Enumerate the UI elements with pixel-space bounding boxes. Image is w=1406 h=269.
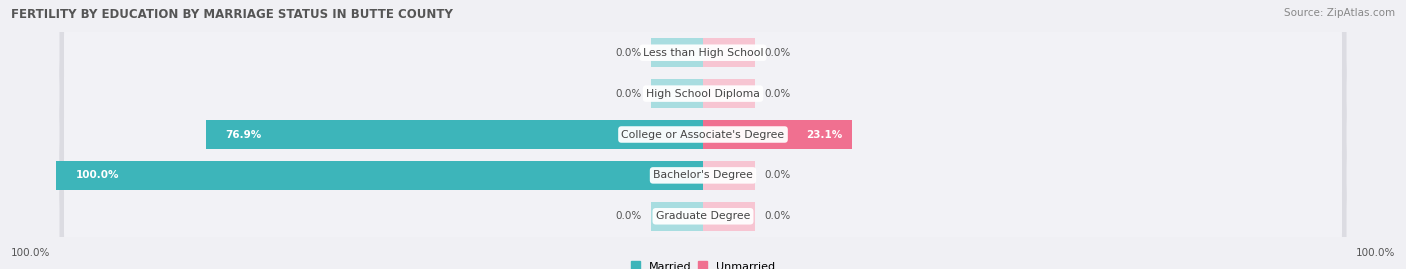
FancyBboxPatch shape bbox=[59, 136, 1347, 215]
Legend: Married, Unmarried: Married, Unmarried bbox=[627, 257, 779, 269]
FancyBboxPatch shape bbox=[65, 24, 1341, 81]
Text: 0.0%: 0.0% bbox=[616, 211, 641, 221]
Text: 100.0%: 100.0% bbox=[76, 170, 120, 180]
Text: 100.0%: 100.0% bbox=[1355, 248, 1395, 258]
Text: College or Associate's Degree: College or Associate's Degree bbox=[621, 129, 785, 140]
Text: 0.0%: 0.0% bbox=[765, 170, 790, 180]
FancyBboxPatch shape bbox=[59, 177, 1347, 256]
Bar bbox=[703, 79, 755, 108]
FancyBboxPatch shape bbox=[59, 54, 1347, 133]
FancyBboxPatch shape bbox=[59, 13, 1347, 92]
FancyBboxPatch shape bbox=[59, 95, 1347, 174]
Bar bbox=[703, 120, 852, 149]
Bar bbox=[703, 38, 755, 68]
Bar bbox=[651, 79, 703, 108]
Text: Graduate Degree: Graduate Degree bbox=[655, 211, 751, 221]
Text: Bachelor's Degree: Bachelor's Degree bbox=[652, 170, 754, 180]
Bar bbox=[703, 201, 755, 231]
Text: 76.9%: 76.9% bbox=[225, 129, 262, 140]
Text: 100.0%: 100.0% bbox=[11, 248, 51, 258]
Text: 0.0%: 0.0% bbox=[616, 48, 641, 58]
Text: Source: ZipAtlas.com: Source: ZipAtlas.com bbox=[1284, 8, 1395, 18]
FancyBboxPatch shape bbox=[65, 65, 1341, 122]
FancyBboxPatch shape bbox=[65, 188, 1341, 245]
Text: 0.0%: 0.0% bbox=[765, 211, 790, 221]
FancyBboxPatch shape bbox=[65, 147, 1341, 204]
Text: 23.1%: 23.1% bbox=[807, 129, 842, 140]
Text: Less than High School: Less than High School bbox=[643, 48, 763, 58]
Bar bbox=[703, 161, 755, 190]
Bar bbox=[205, 120, 703, 149]
FancyBboxPatch shape bbox=[65, 106, 1341, 163]
Text: 0.0%: 0.0% bbox=[765, 89, 790, 99]
Text: FERTILITY BY EDUCATION BY MARRIAGE STATUS IN BUTTE COUNTY: FERTILITY BY EDUCATION BY MARRIAGE STATU… bbox=[11, 8, 453, 21]
Text: High School Diploma: High School Diploma bbox=[647, 89, 759, 99]
Bar bbox=[651, 38, 703, 68]
Text: 0.0%: 0.0% bbox=[765, 48, 790, 58]
Bar bbox=[651, 201, 703, 231]
Text: 0.0%: 0.0% bbox=[616, 89, 641, 99]
Bar bbox=[56, 161, 703, 190]
